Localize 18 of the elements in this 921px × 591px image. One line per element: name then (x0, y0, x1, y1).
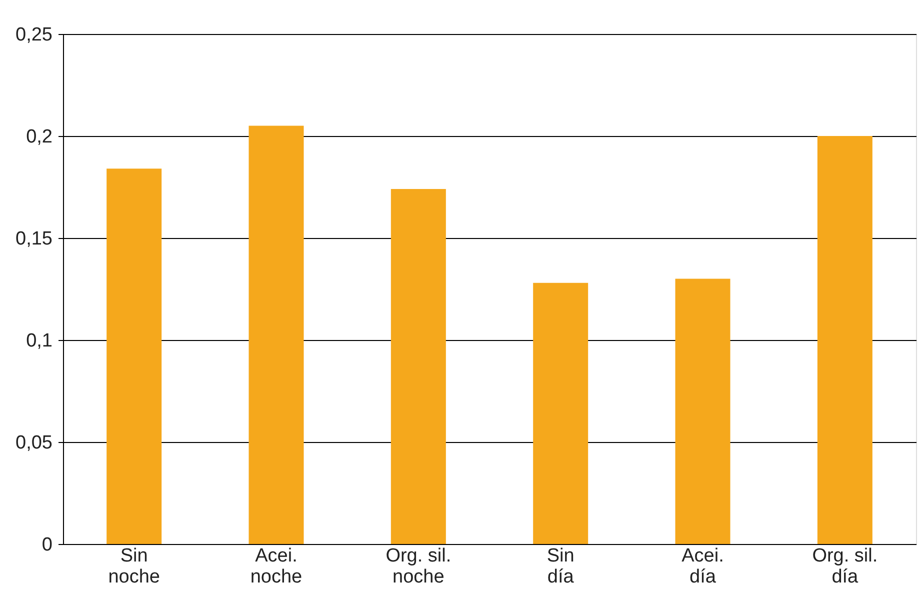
bar (533, 282, 588, 544)
bar (248, 126, 304, 544)
x-tick-label: Org. sil. día (812, 546, 878, 588)
y-tick-label: 0,2 (26, 126, 52, 148)
x-tick-label: Acei. noche (250, 546, 302, 588)
y-tick-label: 0,25 (16, 24, 52, 46)
bar (675, 278, 730, 544)
y-tick-label: 0,05 (16, 432, 52, 454)
x-tick-label: Sin noche (108, 546, 160, 588)
bar (106, 168, 162, 544)
bar (390, 189, 446, 544)
bar (817, 136, 872, 544)
x-tick-label: Acei. día (682, 546, 724, 588)
x-tick-label: Sin día (546, 546, 574, 588)
y-tick-label: 0,15 (16, 228, 52, 250)
y-tick-label: 0,1 (26, 330, 52, 352)
y-tick-label: 0 (42, 534, 52, 556)
x-tick-label: Org. sil. noche (386, 546, 452, 588)
